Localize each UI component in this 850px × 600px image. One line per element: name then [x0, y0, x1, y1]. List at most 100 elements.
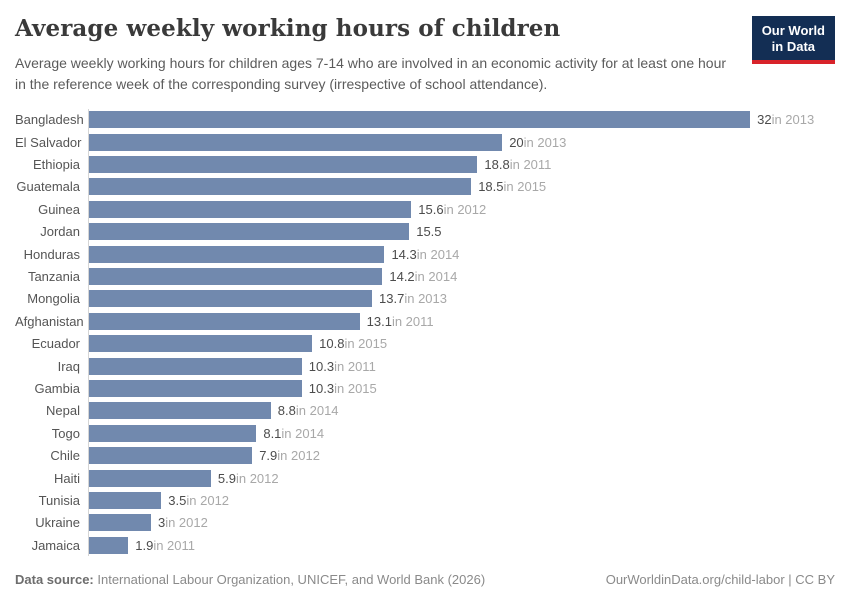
- chart-row: Ecuador 10.8in 2015: [15, 332, 835, 355]
- value-year: in 2012: [443, 201, 487, 217]
- value-label: 20in 2013: [509, 135, 566, 150]
- bar[interactable]: [89, 111, 751, 129]
- country-label: Jordan: [40, 224, 80, 240]
- country-label: Tanzania: [27, 269, 80, 285]
- bar[interactable]: [89, 335, 313, 353]
- chart-row: Gambia 10.3in 2015: [15, 377, 835, 400]
- country-label: Tunisia: [38, 492, 80, 508]
- value-label: 14.2in 2014: [389, 269, 457, 284]
- country-label: Bangladesh: [15, 112, 84, 128]
- chart-row: Haiti 5.9in 2012: [15, 466, 835, 490]
- value-label: 3in 2012: [158, 515, 208, 530]
- chart-row: Mongolia 13.7in 2013: [15, 287, 835, 311]
- value-year: in 2013: [523, 134, 567, 150]
- value-label: 15.5: [416, 224, 441, 239]
- bar[interactable]: [89, 200, 412, 218]
- bar[interactable]: [89, 514, 151, 532]
- country-label: Jamaica: [31, 537, 80, 553]
- bar-track: 5.9in 2012: [88, 466, 835, 490]
- value-number: 10.3: [308, 380, 335, 396]
- bar[interactable]: [89, 447, 253, 465]
- footer-link[interactable]: OurWorldinData.org/child-labor | CC BY: [605, 572, 835, 587]
- header-text: Average weekly working hours of children…: [15, 15, 752, 95]
- country-label: Haiti: [53, 470, 80, 486]
- data-source: Data source: International Labour Organi…: [15, 572, 485, 587]
- bar-track: 20in 2013: [88, 130, 835, 154]
- country-label: Gambia: [34, 380, 80, 396]
- value-label: 10.3in 2011: [309, 359, 376, 374]
- bar-track: 13.7in 2013: [88, 287, 835, 311]
- chart-row: Guatemala 18.5in 2015: [15, 175, 835, 199]
- value-number: 10.8: [319, 336, 345, 352]
- chart-header: Average weekly working hours of children…: [15, 15, 835, 95]
- logo-line-2: in Data: [771, 38, 816, 54]
- value-year: in 2013: [771, 112, 815, 128]
- value-year: in 2014: [416, 246, 460, 262]
- bar[interactable]: [89, 491, 162, 509]
- country-label: El Salvador: [15, 134, 82, 150]
- bar[interactable]: [89, 536, 129, 554]
- bar[interactable]: [89, 178, 472, 196]
- value-number: 18.5: [478, 179, 504, 195]
- value-number: 15.6: [418, 201, 444, 217]
- bar[interactable]: [89, 268, 383, 286]
- bar[interactable]: [89, 156, 478, 174]
- bar-track: 8.8in 2014: [88, 399, 835, 423]
- value-label: 5.9in 2012: [218, 471, 279, 486]
- bar[interactable]: [89, 469, 211, 487]
- bar-track: 14.3in 2014: [88, 242, 835, 266]
- bar-chart: Bangladesh 32in 2013 El Salvador 20in 20…: [15, 108, 835, 557]
- bar[interactable]: [89, 245, 385, 263]
- value-year: in 2011: [153, 537, 196, 553]
- bar-track: 32in 2013: [88, 108, 835, 131]
- value-number: 8.1: [263, 425, 282, 441]
- logo-line-1: Our World: [761, 23, 825, 38]
- chart-row: Afghanistan 13.1in 2011: [15, 310, 835, 333]
- country-label: Afghanistan: [15, 313, 84, 329]
- page-title: Average weekly working hours of children: [15, 15, 561, 42]
- chart-row: Honduras 14.3in 2014: [15, 242, 835, 266]
- bar[interactable]: [89, 424, 257, 442]
- country-label: Ukraine: [35, 515, 80, 531]
- bar-track: 10.3in 2011: [88, 354, 835, 378]
- country-label: Ecuador: [31, 336, 80, 352]
- bar-track: 18.5in 2015: [88, 175, 835, 199]
- value-label: 1.9in 2011: [135, 538, 195, 553]
- country-label: Guinea: [38, 201, 80, 217]
- chart-subtitle: Average weekly working hours for childre…: [15, 54, 727, 92]
- chart-row: Ethiopia 18.8in 2011: [15, 153, 835, 176]
- value-label: 13.1in 2011: [367, 314, 434, 329]
- country-label: Iraq: [57, 358, 80, 374]
- chart-row: Chile 7.9in 2012: [15, 444, 835, 467]
- value-number: 8.8: [277, 403, 296, 419]
- bar[interactable]: [89, 357, 302, 375]
- bar[interactable]: [89, 402, 271, 420]
- value-year: in 2012: [235, 470, 279, 486]
- bar-track: 10.3in 2015: [88, 377, 835, 400]
- chart-row: Nepal 8.8in 2014: [15, 399, 835, 423]
- owid-logo[interactable]: Our World in Data: [751, 16, 835, 65]
- value-year: in 2014: [414, 269, 458, 285]
- country-label: Mongolia: [27, 291, 80, 307]
- value-label: 3.5in 2012: [168, 493, 229, 508]
- bar-track: 8.1in 2014: [88, 422, 835, 445]
- bar-track: 18.8in 2011: [88, 153, 835, 176]
- bar-track: 15.6in 2012: [88, 198, 835, 221]
- bar[interactable]: [89, 379, 302, 397]
- bar[interactable]: [89, 290, 373, 308]
- value-number: 14.2: [389, 269, 415, 285]
- bar[interactable]: [89, 312, 360, 330]
- bar[interactable]: [89, 133, 503, 151]
- bar-track: 10.8in 2015: [88, 332, 835, 355]
- value-year: in 2011: [509, 157, 552, 173]
- value-number: 3: [157, 515, 166, 531]
- chart-row: Bangladesh 32in 2013: [15, 108, 835, 131]
- value-label: 13.7in 2013: [379, 291, 447, 306]
- value-number: 7.9: [259, 448, 278, 464]
- value-label: 32in 2013: [757, 112, 814, 127]
- country-label: Togo: [51, 425, 80, 441]
- bar[interactable]: [89, 223, 410, 241]
- value-number: 32: [757, 112, 772, 128]
- value-number: 1.9: [135, 537, 154, 553]
